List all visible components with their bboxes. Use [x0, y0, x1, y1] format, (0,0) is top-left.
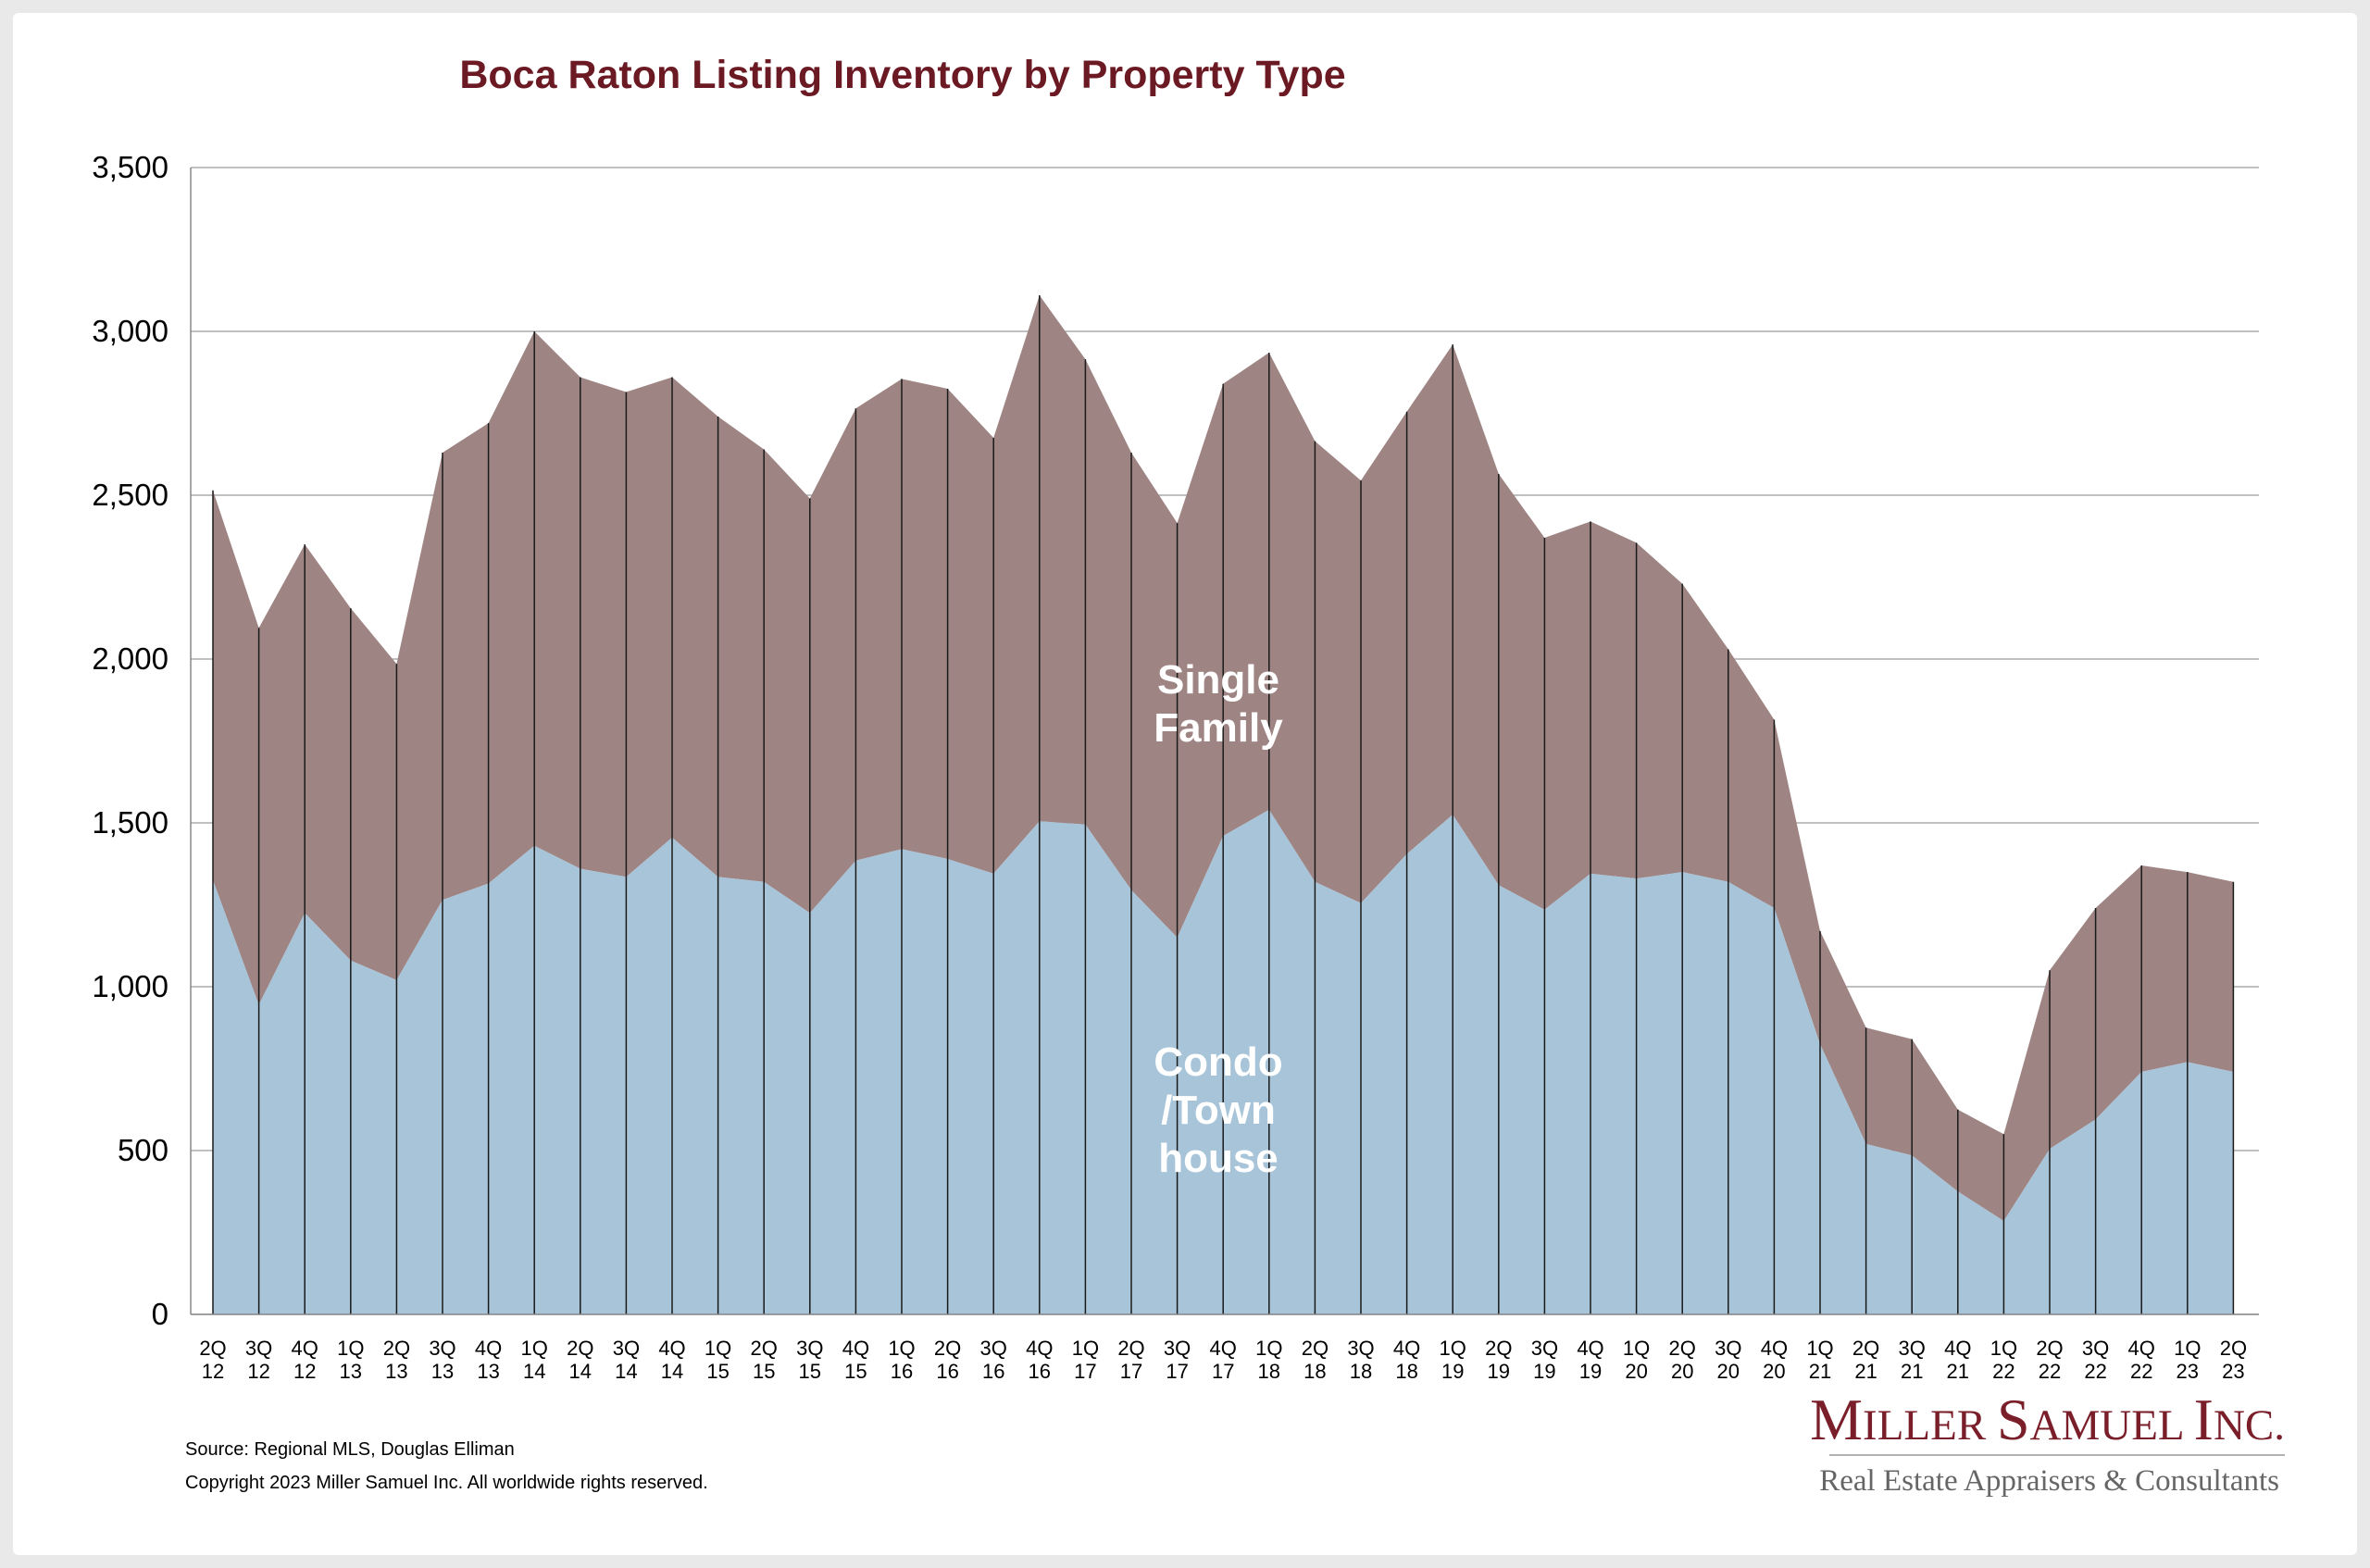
chart-title: Boca Raton Listing Inventory by Property…	[459, 53, 1345, 97]
y-tick-label: 0	[152, 1297, 168, 1331]
x-tick-label: 4Q 17	[1210, 1337, 1237, 1383]
x-tick-label: 2Q 12	[199, 1337, 226, 1383]
area-labels: Single Family Condo/Town house	[1154, 657, 1283, 1181]
x-tick-label: 2Q 14	[567, 1337, 593, 1383]
logo-name: MILLER SAMUEL INC.	[1810, 1387, 2285, 1452]
x-tick-label: 3Q 20	[1715, 1337, 1741, 1383]
x-tick-label: 4Q 14	[658, 1337, 685, 1383]
x-tick-label: 2Q 17	[1117, 1337, 1144, 1383]
x-tick-label: 2Q 13	[383, 1337, 410, 1383]
x-tick-label: 3Q 15	[796, 1337, 823, 1383]
y-tick-label: 3,500	[92, 150, 168, 184]
x-tick-label: 1Q 15	[705, 1337, 731, 1383]
x-tick-label: 1Q 16	[888, 1337, 915, 1383]
x-tick-label: 3Q 16	[980, 1337, 1007, 1383]
x-tick-label: 3Q 13	[429, 1337, 455, 1383]
y-axis-ticks: 0 500 1,000 1,500 2,000 2,500 3,000 3,500	[92, 150, 168, 1331]
logo-tagline: Real Estate Appraisers & Consultants	[1819, 1464, 2279, 1498]
x-tick-label: 4Q 22	[2128, 1337, 2155, 1383]
x-tick-label: 2Q 16	[934, 1337, 961, 1383]
x-tick-label: 1Q 23	[2174, 1337, 2201, 1383]
x-tick-label: 3Q 14	[613, 1337, 640, 1383]
y-tick-label: 1,500	[92, 805, 168, 840]
x-tick-label: 3Q 17	[1164, 1337, 1191, 1383]
x-tick-label: 4Q 13	[475, 1337, 502, 1383]
x-tick-label: 2Q 23	[2220, 1337, 2247, 1383]
x-tick-label: 1Q 17	[1072, 1337, 1099, 1383]
x-tick-label: 3Q 18	[1347, 1337, 1374, 1383]
x-tick-label: 1Q 18	[1255, 1337, 1282, 1383]
company-logo: MILLER SAMUEL INC. Real Estate Appraiser…	[1810, 1387, 2285, 1498]
x-tick-label: 1Q 19	[1440, 1337, 1466, 1383]
x-tick-label: 1Q 21	[1806, 1337, 1833, 1383]
quarter-dividers	[212, 295, 2235, 1314]
x-tick-label: 4Q 20	[1761, 1337, 1788, 1383]
x-tick-label: 2Q 22	[2036, 1337, 2063, 1383]
x-tick-label: 1Q 13	[337, 1337, 364, 1383]
chart: Boca Raton Listing Inventory by Property…	[92, 53, 2285, 1498]
y-tick-label: 500	[118, 1133, 168, 1167]
x-tick-label: 4Q 21	[1944, 1337, 1971, 1383]
x-tick-label: 1Q 20	[1623, 1337, 1650, 1383]
x-axis-ticks: 2Q 12 3Q 12 4Q 12 1Q 13 2Q 13 3Q 13 4Q 13 1Q 14 2Q 14 3Q 14…	[199, 1337, 2247, 1383]
axes	[190, 168, 2259, 1315]
y-tick-label: 1,000	[92, 969, 168, 1003]
x-tick-label: 2Q 20	[1669, 1337, 1696, 1383]
x-tick-label: 1Q 22	[1990, 1337, 2017, 1383]
condo-townhouse-label: Condo/Town house	[1154, 1039, 1282, 1181]
x-tick-label: 4Q 15	[842, 1337, 869, 1383]
x-tick-label: 2Q 18	[1302, 1337, 1328, 1383]
x-tick-label: 4Q 16	[1026, 1337, 1053, 1383]
copyright-note: Copyright 2023 Miller Samuel Inc. All wo…	[185, 1473, 708, 1493]
x-tick-label: 3Q 22	[2082, 1337, 2109, 1383]
x-tick-label: 1Q 14	[521, 1337, 548, 1383]
x-tick-label: 4Q 19	[1577, 1337, 1603, 1383]
x-tick-label: 2Q 19	[1485, 1337, 1512, 1383]
source-note: Source: Regional MLS, Douglas Elliman	[185, 1439, 515, 1460]
x-tick-label: 3Q 21	[1899, 1337, 1926, 1383]
x-tick-label: 4Q 18	[1393, 1337, 1420, 1383]
single-family-label: Single Family	[1154, 657, 1283, 751]
x-tick-label: 2Q 15	[751, 1337, 778, 1383]
x-tick-label: 2Q 21	[1852, 1337, 1879, 1383]
y-tick-label: 2,000	[92, 641, 168, 676]
x-tick-label: 3Q 12	[245, 1337, 272, 1383]
chart-frame: Boca Raton Listing Inventory by Property…	[13, 13, 2357, 1555]
y-tick-label: 2,500	[92, 478, 168, 512]
y-tick-label: 3,000	[92, 314, 168, 348]
x-tick-label: 3Q 19	[1531, 1337, 1558, 1383]
x-tick-label: 4Q 12	[292, 1337, 318, 1383]
